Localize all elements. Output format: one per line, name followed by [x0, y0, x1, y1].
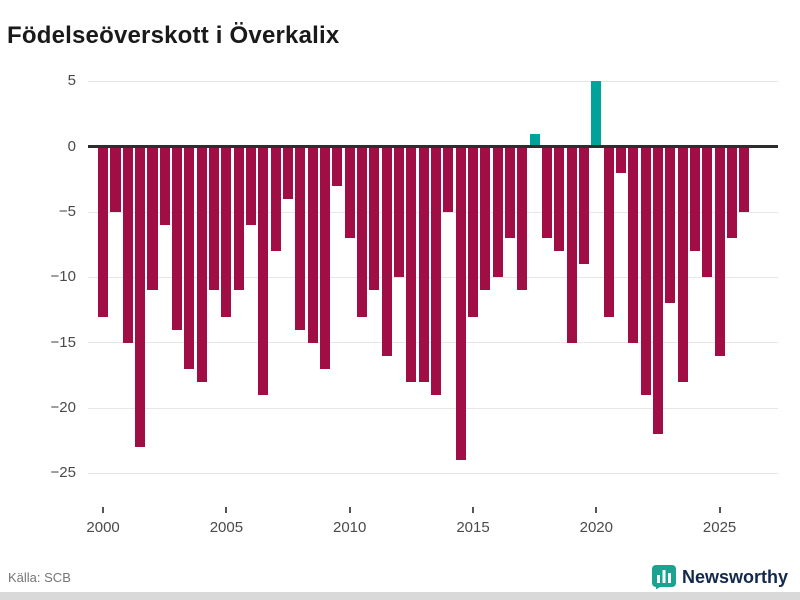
x-tick-mark: [102, 507, 105, 513]
bar: [554, 146, 565, 252]
x-tick-label: 2000: [86, 519, 120, 536]
bar: [196, 146, 207, 382]
y-tick-label: −10: [50, 268, 76, 286]
x-tick-label: 2020: [579, 519, 613, 536]
bar: [393, 146, 405, 278]
y-tick-label: −25: [50, 464, 76, 482]
bar: [702, 146, 713, 278]
bar: [689, 146, 701, 252]
bar: [541, 146, 553, 239]
bar: [739, 146, 750, 213]
x-tick-label: 2025: [702, 519, 737, 536]
bar: [381, 146, 392, 356]
bottom-divider-strip: [0, 592, 800, 600]
bar: [122, 146, 133, 343]
x-tick-label: 2015: [456, 519, 490, 536]
y-tick-label: −15: [50, 333, 76, 351]
bar: [159, 146, 170, 226]
y-tick-label: −5: [58, 203, 76, 221]
bar: [504, 146, 516, 239]
y-tick-label: −20: [50, 399, 76, 417]
bar: [455, 146, 466, 461]
bar: [221, 146, 232, 317]
zero-baseline: [88, 145, 778, 149]
x-tick-mark: [595, 507, 598, 513]
bar: [245, 146, 257, 226]
x-tick-label: 2005: [209, 519, 244, 536]
bar: [430, 146, 442, 395]
bar: [640, 146, 651, 395]
bar: [591, 81, 602, 147]
bar: [443, 146, 454, 213]
bar: [344, 146, 355, 239]
bar: [566, 146, 577, 343]
bar: [369, 146, 380, 291]
gridline: [88, 80, 778, 82]
gridline: [88, 472, 778, 474]
bar: [615, 146, 627, 173]
bar: [307, 146, 318, 343]
bar: [134, 146, 146, 448]
bar: [665, 146, 676, 304]
birth-surplus-bar-chart: 5 0 −5 −10 −15 −20 −25 2000 2005 2010 2015 2020 202…: [50, 72, 778, 536]
x-tick-mark: [348, 507, 351, 513]
bar: [147, 146, 158, 291]
bar: [233, 146, 244, 291]
bar: [480, 146, 491, 291]
x-tick-mark: [472, 507, 474, 513]
bar: [208, 146, 220, 291]
bar: [319, 146, 331, 369]
bar: [282, 146, 294, 199]
bar: [110, 146, 121, 213]
bar: [295, 146, 306, 330]
bar: [98, 146, 109, 317]
source-note: Källa: SCB: [8, 570, 71, 585]
bar: [184, 146, 195, 369]
x-tick-mark: [225, 507, 228, 513]
bar: [492, 146, 503, 278]
bar: [418, 146, 429, 382]
newsworthy-logo-icon: [651, 565, 676, 590]
newsworthy-logo[interactable]: Newsworthy: [651, 564, 788, 590]
bar: [714, 146, 725, 356]
bar: [356, 146, 368, 317]
bar: [332, 146, 343, 186]
bar: [270, 146, 281, 252]
bar: [578, 146, 590, 265]
newsworthy-wordmark: Newsworthy: [681, 566, 788, 587]
page-title: Födelseöverskott i Överkalix: [7, 22, 340, 50]
bar: [406, 146, 417, 382]
x-tick-label: 2010: [333, 519, 367, 536]
bar: [529, 133, 540, 147]
bar: [603, 146, 614, 317]
bar: [628, 146, 639, 343]
y-tick-label: 5: [67, 72, 76, 90]
bar: [171, 146, 183, 330]
bar: [258, 146, 269, 395]
bar: [726, 146, 738, 239]
x-tick-mark: [718, 507, 721, 513]
bar: [677, 146, 688, 382]
bar: [517, 146, 528, 291]
bar: [652, 146, 664, 435]
bar: [467, 146, 479, 317]
y-tick-label: 0: [67, 137, 76, 155]
gridline: [88, 407, 778, 409]
